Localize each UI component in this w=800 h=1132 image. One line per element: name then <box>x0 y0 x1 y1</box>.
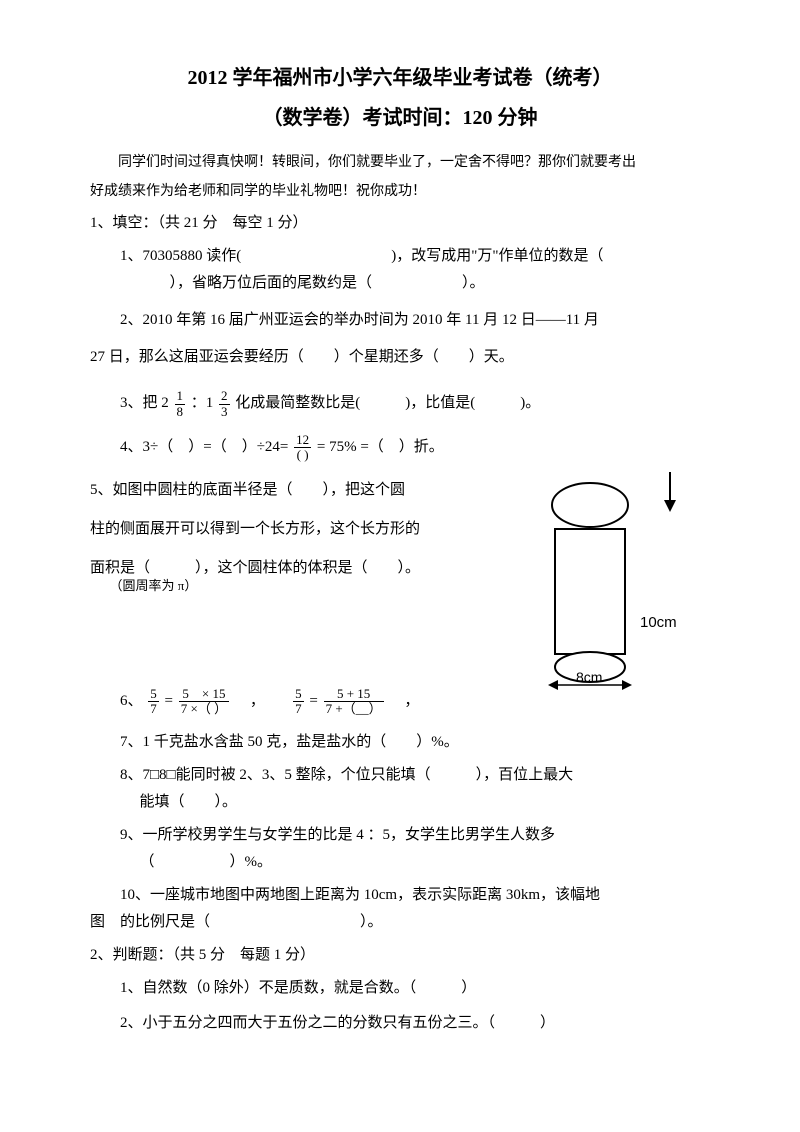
width-arrow-left-icon <box>548 680 558 690</box>
q6-a: 6、 <box>120 693 143 709</box>
q6-f2-den: 7 ×（ ） <box>179 702 229 716</box>
q6-f4-num: 5 + 15 <box>324 687 384 702</box>
q4-a: 4、3÷（ ）=（ ）÷24= <box>120 439 288 455</box>
width-label: 8cm <box>576 669 602 685</box>
q4-num: 12 <box>294 433 311 448</box>
cylinder-top-ellipse <box>552 483 628 527</box>
s2-q2: 2、小于五分之四而大于五份之二的分数只有五份之三。（ ） <box>90 1010 710 1037</box>
q3-f1-den: 8 <box>175 405 186 419</box>
q6-eq2: = <box>309 693 321 709</box>
q1-line1: 1、70305880 读作( )，改写成用"万"作单位的数是（ <box>90 243 710 270</box>
q6-end: ， <box>389 693 419 709</box>
q10-l2: 图 的比例尺是（ ）。 <box>90 909 710 936</box>
q4-frac: 12 ( ) <box>294 433 311 463</box>
q8-l1: 8、7□8□能同时被 2、3、5 整除，个位只能填（ ），百位上最大 <box>90 762 710 789</box>
q3: 3、把 2 1 8 ：1 2 3 化成最简整数比是( )，比值是( )。 <box>90 389 710 419</box>
q6-f4: 5 + 15 7 +（__） <box>324 687 384 717</box>
q5-wrapper: 5、如图中圆柱的底面半径是（ ），把这个圆 柱的侧面展开可以得到一个长方形，这个… <box>90 477 710 597</box>
q6-f1-den: 7 <box>148 702 159 716</box>
q3-frac2: 2 3 <box>219 389 230 419</box>
q8-l2: 能填（ ）。 <box>90 789 710 816</box>
q3-mid: ：1 <box>191 396 214 412</box>
q4-b: = 75% =（ ）折。 <box>317 439 444 455</box>
q5-l1: 5、如图中圆柱的底面半径是（ ），把这个圆 <box>90 477 430 504</box>
q2-line2: 27 日，那么这届亚运会要经历（ ）个星期还多（ ）天。 <box>90 344 710 371</box>
q6-f3: 5 7 <box>293 687 304 717</box>
q6-f2: 5 × 15 7 ×（ ） <box>179 687 229 717</box>
s2-q1: 1、自然数（0 除外）不是质数，就是合数。（ ） <box>90 975 710 1002</box>
width-arrow-right-icon <box>622 680 632 690</box>
q5-text: 5、如图中圆柱的底面半径是（ ），把这个圆 柱的侧面展开可以得到一个长方形，这个… <box>90 477 430 597</box>
q9-l2: （ ）%。 <box>90 849 710 876</box>
q6-f1-num: 5 <box>148 687 159 702</box>
q3-frac1: 1 8 <box>175 389 186 419</box>
q6-f3-den: 7 <box>293 702 304 716</box>
page-subtitle: （数学卷）考试时间：120 分钟 <box>90 100 710 136</box>
q5-l2: 柱的侧面展开可以得到一个长方形，这个长方形的 <box>90 516 430 543</box>
intro-text-2: 好成绩来作为给老师和同学的毕业礼物吧！祝你成功！ <box>90 179 710 204</box>
q6-eq1: = <box>165 693 177 709</box>
section-1-header: 1、填空：（共 21 分 每空 1 分） <box>90 210 710 237</box>
q6-f2-num: 5 × 15 <box>179 687 229 702</box>
q3-pre: 3、把 2 <box>120 396 169 412</box>
intro-text-1: 同学们时间过得真快啊！转眼间，你们就要毕业了，一定舍不得吧？那你们就要考出 <box>90 150 710 175</box>
q3-post: 化成最简整数比是( )，比值是( )。 <box>235 396 540 412</box>
q10-l1: 10、一座城市地图中两地图上距离为 10cm，表示实际距离 30km，该幅地 <box>90 882 710 909</box>
q3-f2-den: 3 <box>219 405 230 419</box>
q6-f1: 5 7 <box>148 687 159 717</box>
cylinder-diagram: 8cm 10cm <box>520 467 700 717</box>
q6-f4-den: 7 +（__） <box>324 702 384 716</box>
q6-comma: ， <box>235 693 288 709</box>
q1-line2: ），省略万位后面的尾数约是（ ）。 <box>90 270 710 297</box>
q9-l1: 9、一所学校男学生与女学生的比是 4 ：5，女学生比男学生人数多 <box>90 822 710 849</box>
q2-line1: 2、2010 年第 16 届广州亚运会的举办时间为 2010 年 11 月 12… <box>90 307 710 334</box>
q3-f1-num: 1 <box>175 389 186 404</box>
q3-f2-num: 2 <box>219 389 230 404</box>
cylinder-body <box>555 529 625 654</box>
q6-f3-num: 5 <box>293 687 304 702</box>
q4-den: ( ) <box>294 448 311 462</box>
arrow-head-icon <box>664 500 676 512</box>
cylinder-svg: 8cm 10cm <box>520 467 700 717</box>
page-title: 2012 学年福州市小学六年级毕业考试卷（统考） <box>90 60 710 96</box>
section-2-header: 2、判断题：（共 5 分 每题 1 分） <box>90 942 710 969</box>
q4: 4、3÷（ ）=（ ）÷24= 12 ( ) = 75% =（ ）折。 <box>90 433 710 463</box>
height-label: 10cm <box>640 614 677 631</box>
q7: 7、1 千克盐水含盐 50 克，盐是盐水的（ ）%。 <box>90 729 710 756</box>
